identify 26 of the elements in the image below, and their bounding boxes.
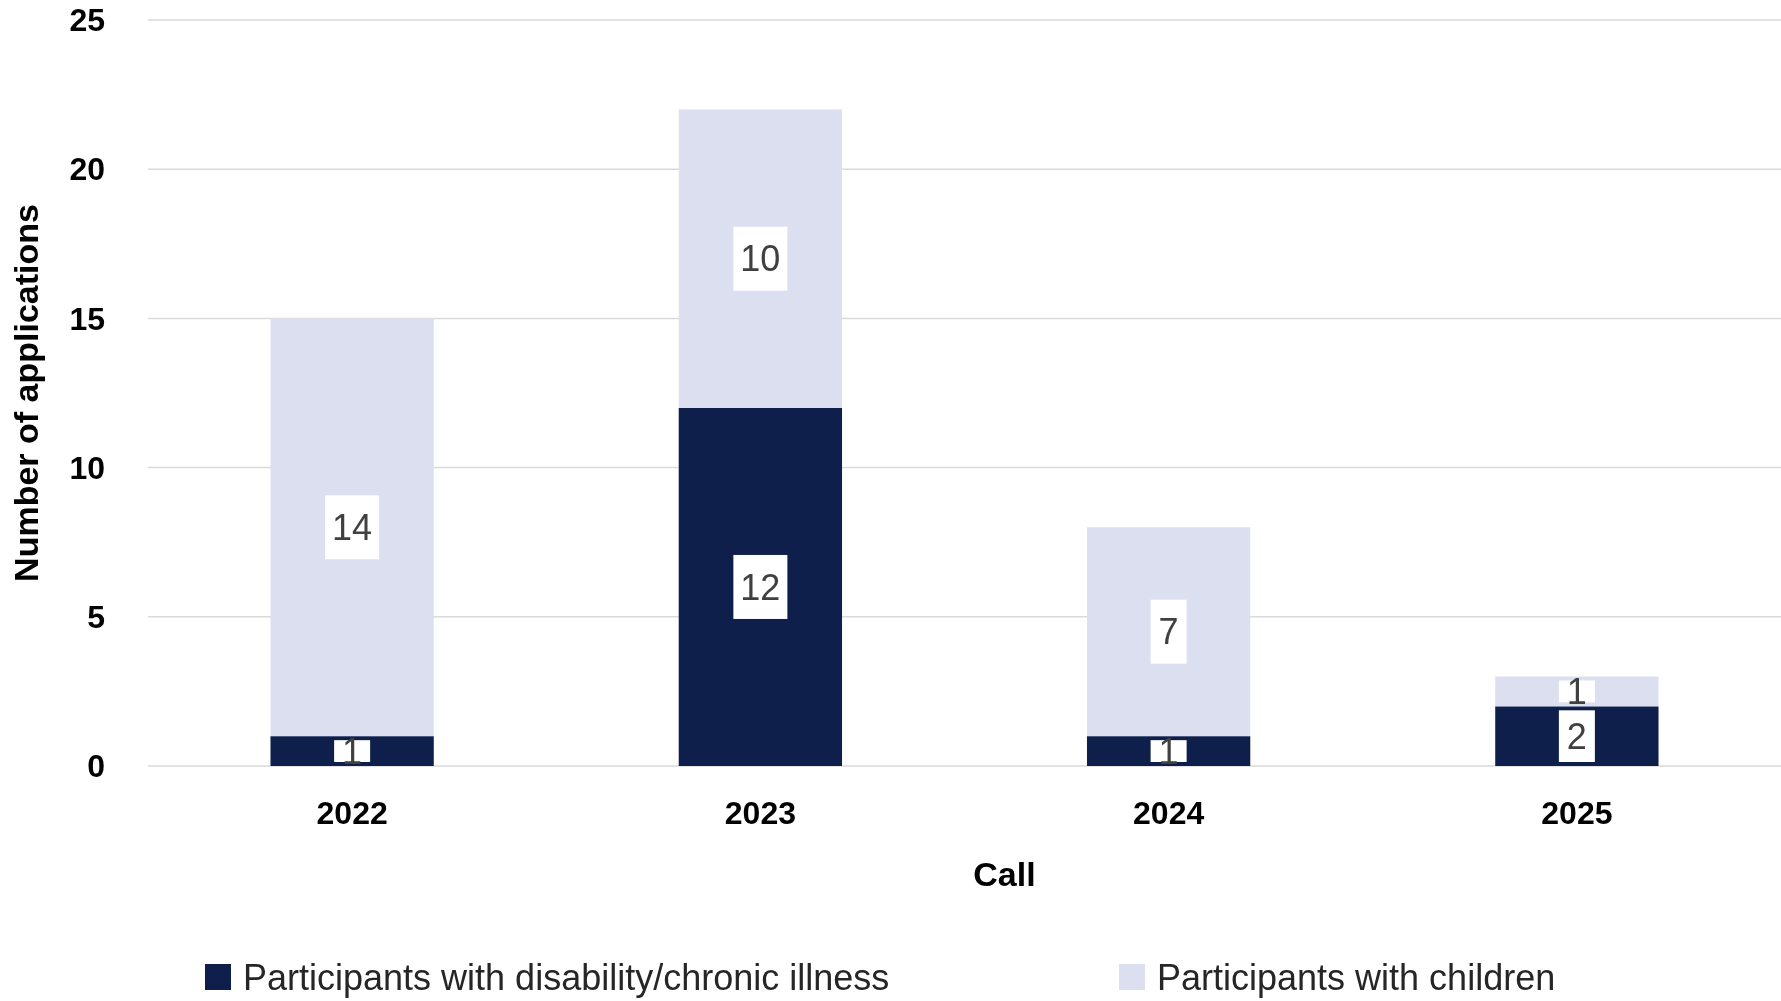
y-tick-label: 20 bbox=[69, 151, 105, 188]
y-tick-label: 5 bbox=[87, 599, 105, 635]
x-tick-label: 2025 bbox=[1541, 795, 1613, 831]
y-tick-label: 25 bbox=[69, 2, 105, 39]
bar bbox=[1086, 527, 1251, 737]
x-tick-label: 2022 bbox=[316, 795, 388, 831]
x-tick-label: 2024 bbox=[1133, 795, 1205, 831]
data-label: 7 bbox=[1158, 611, 1179, 653]
bar bbox=[270, 318, 434, 737]
data-label: 14 bbox=[332, 506, 373, 548]
data-label: 12 bbox=[740, 566, 781, 608]
data-label: 1 bbox=[1158, 730, 1179, 772]
legend-label: Participants with disability/chronic illness bbox=[243, 956, 890, 998]
legend-label: Participants with children bbox=[1157, 956, 1556, 998]
y-tick-label: 0 bbox=[87, 748, 105, 785]
bar bbox=[678, 109, 843, 408]
x-axis-title: Call bbox=[973, 855, 1036, 893]
y-axis-title: Number of applications bbox=[7, 204, 45, 582]
data-label: 1 bbox=[342, 730, 363, 772]
data-label: 10 bbox=[740, 238, 781, 280]
x-tick-label: 2023 bbox=[724, 795, 796, 831]
bar bbox=[678, 407, 843, 766]
data-label: 1 bbox=[1566, 671, 1587, 712]
y-tick-label: 10 bbox=[69, 449, 105, 486]
data-label: 2 bbox=[1566, 715, 1587, 757]
y-tick-label: 15 bbox=[69, 300, 105, 337]
